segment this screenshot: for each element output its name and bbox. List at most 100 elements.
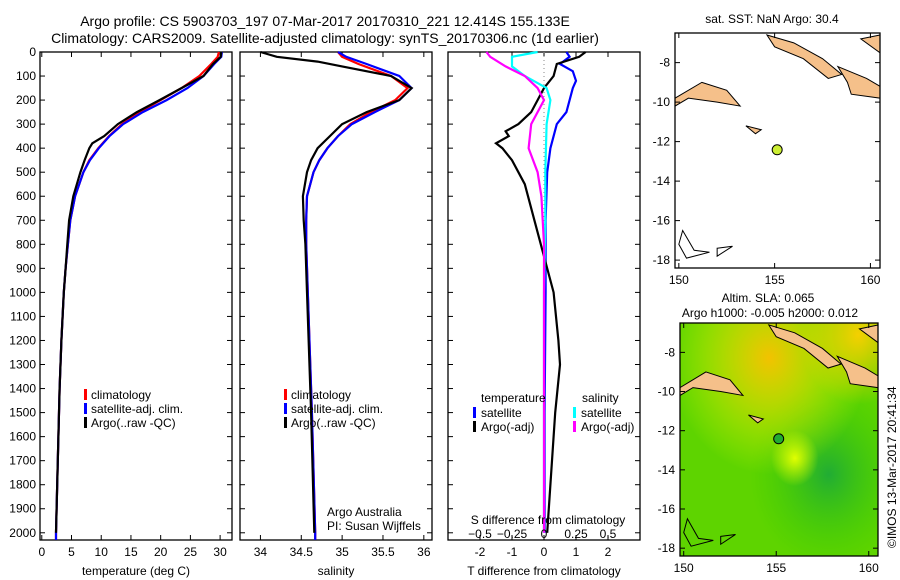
legend-label: Argo(-adj) [481, 420, 534, 434]
reef-outline [683, 517, 714, 547]
y-tick-label: 900 [16, 261, 36, 275]
lat-tick-label: -16 [658, 502, 676, 516]
x2-tick-label: 0 [541, 527, 548, 541]
lat-tick-label: -8 [664, 345, 675, 359]
plot-frame [239, 51, 433, 541]
reef-outline [678, 229, 710, 259]
y-tick-label: 1000 [9, 285, 36, 299]
legend-label: satellite [481, 406, 522, 420]
x-tick-label: 20 [154, 545, 168, 559]
y-tick-label: 1800 [9, 478, 36, 492]
lat-tick-label: -10 [658, 385, 676, 399]
map-frame [679, 322, 879, 557]
lat-tick-label: -16 [653, 214, 671, 228]
x-tick-label: 25 [184, 545, 198, 559]
series-line-t-satellite [543, 51, 578, 533]
series-line-satellite-adj-clim- [54, 51, 223, 540]
series-line-satellite-adj-clim- [305, 51, 414, 540]
series-line-climatology [54, 51, 220, 540]
lat-tick-label: -12 [658, 424, 676, 438]
y-tick-label: 100 [16, 69, 36, 83]
y-tick-label: 1300 [9, 358, 36, 372]
map-title: sat. SST: NaN Argo: 30.4 [705, 12, 839, 26]
temperature-panel: 0 5 10 15 20 25 30 temperature (deg C) 0 100 200 30… [9, 45, 233, 578]
legend-swatch [84, 417, 87, 428]
island-outline [767, 324, 843, 369]
sst-map: 150 155 160 -8 -10 -12 -14 -16 -18 sat. SST: NaN … [653, 12, 881, 287]
series-line-argo-raw-qc- [54, 51, 223, 533]
legend-swatch [84, 403, 87, 414]
lon-tick-label: 160 [860, 273, 880, 287]
map-subtitle: Argo h1000: -0.005 h2000: 0.012 [682, 306, 858, 320]
annotation-line: PI: Susan Wijffels [327, 519, 421, 533]
lat-tick-label: -12 [653, 135, 671, 149]
x-tick-label: 35.5 [371, 545, 395, 559]
title-line-1: Argo profile: CS 5903703_197 07-Mar-2017… [80, 13, 570, 29]
x-tick-label: 30 [213, 545, 227, 559]
salinity-panel: 34 34.5 35 35.5 36 salinity climatologysatelli… [239, 50, 433, 578]
y-tick-label: 2000 [9, 526, 36, 540]
x-tick-label: 35 [335, 545, 349, 559]
x-tick-label: 15 [124, 545, 138, 559]
legend-title: salinity [582, 391, 619, 405]
x-tick-label: -1 [507, 545, 518, 559]
x2-tick-label: −0.25 [497, 527, 528, 541]
legend-label: Argo(..raw -QC) [91, 416, 176, 430]
y-tick-label: 500 [16, 165, 36, 179]
map-title: Altim. SLA: 0.065 [722, 291, 815, 305]
y-tick-label: 1600 [9, 430, 36, 444]
map-frame [674, 32, 881, 269]
x-tick-label: 0 [541, 545, 548, 559]
y-tick-label: 1700 [9, 454, 36, 468]
legend-swatch [573, 407, 576, 418]
lon-tick-label: 155 [765, 273, 785, 287]
lon-tick-label: 155 [766, 561, 786, 575]
legend-label: climatology [91, 388, 151, 402]
y-tick-label: 200 [16, 93, 36, 107]
series-line-argo-raw-qc- [260, 50, 414, 533]
legend-swatch [284, 417, 287, 428]
x-axis-label: T difference from climatology [467, 564, 621, 578]
legend-label: satellite-adj. clim. [291, 402, 383, 416]
legend-swatch [84, 389, 87, 400]
x2-tick-label: 0.5 [600, 527, 617, 541]
x-tick-label: 5 [68, 545, 75, 559]
lon-tick-label: 150 [669, 273, 689, 287]
legend-label: climatology [291, 388, 351, 402]
plot-frame [39, 51, 233, 541]
x-tick-label: 34 [254, 545, 268, 559]
legend-swatch [284, 403, 287, 414]
legend-swatch [473, 407, 476, 418]
credit-text: ©IMOS 13-Mar-2017 20:41:34 [885, 386, 899, 548]
x-tick-label: 0 [38, 545, 45, 559]
y-tick-label: 1900 [9, 502, 36, 516]
x-axis-label: salinity [318, 564, 355, 578]
y-tick-label: 600 [16, 189, 36, 203]
lon-tick-label: 160 [859, 561, 879, 575]
lat-tick-label: -10 [653, 95, 671, 109]
reef-outline [716, 245, 733, 258]
x-axis-label: temperature (deg C) [82, 564, 190, 578]
y-tick-label: 1200 [9, 333, 36, 347]
y-tick-label: 1400 [9, 382, 36, 396]
legend-label: satellite-adj. clim. [91, 402, 183, 416]
argo-float-marker [773, 433, 785, 445]
x2-tick-label: −0.5 [468, 527, 492, 541]
legend-swatch [573, 421, 576, 432]
sla-map: 150 155 160 -8 -10 -12 -14 -16 -18 Altim. SLA: 0.… [658, 291, 899, 575]
island-outline [745, 125, 763, 135]
series-line-s-argo-adj- [485, 51, 546, 533]
lat-tick-label: -8 [659, 56, 670, 70]
argo-float-marker [771, 144, 783, 156]
y-tick-label: 700 [16, 213, 36, 227]
legend-label: satellite [581, 406, 622, 420]
island-outline [836, 65, 881, 99]
x-tick-label: 34.5 [290, 545, 314, 559]
series-line-climatology [305, 51, 410, 540]
island-outline [674, 81, 742, 107]
x-tick-label: 10 [95, 545, 109, 559]
lat-tick-label: -14 [653, 174, 671, 188]
y-tick-label: 400 [16, 141, 36, 155]
